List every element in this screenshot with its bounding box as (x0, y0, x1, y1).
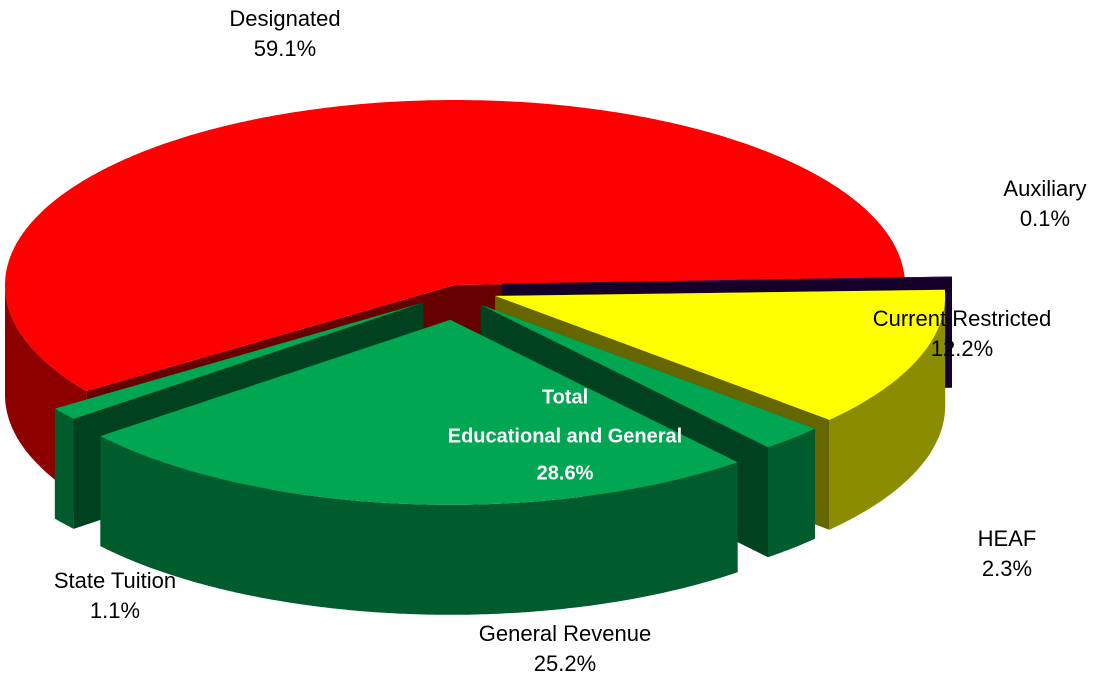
value-label: 12.2% (931, 336, 993, 361)
value-label: 25.2% (534, 651, 596, 676)
slice (480, 304, 815, 448)
slice-label: General Revenue (479, 621, 651, 646)
slice (100, 319, 738, 505)
slice-label: HEAF (978, 526, 1037, 551)
slice-label: Designated (229, 6, 340, 31)
value-label: 59.1% (254, 36, 316, 61)
value-label: 1.1% (90, 598, 140, 623)
value-label: 2.3% (982, 556, 1032, 581)
slice (5, 100, 905, 392)
slice-side (100, 436, 738, 615)
pie (5, 100, 952, 615)
slice-label: Auxiliary (1003, 176, 1086, 201)
annotation: Total (542, 386, 588, 408)
annotation: Educational and General (448, 425, 683, 447)
slice (502, 276, 952, 284)
slice-side (54, 408, 74, 529)
slice-side (768, 428, 815, 558)
slice-label: Current Restricted (873, 306, 1052, 331)
slice (495, 289, 946, 420)
value-label: 0.1% (1020, 206, 1070, 231)
slice (54, 302, 424, 419)
slice-label: State Tuition (54, 568, 176, 593)
slice-side (829, 296, 946, 530)
labels: Designated 59.1% Auxiliary 0.1% Current Rest… (54, 6, 1087, 676)
annotation: 28.6% (537, 462, 594, 484)
